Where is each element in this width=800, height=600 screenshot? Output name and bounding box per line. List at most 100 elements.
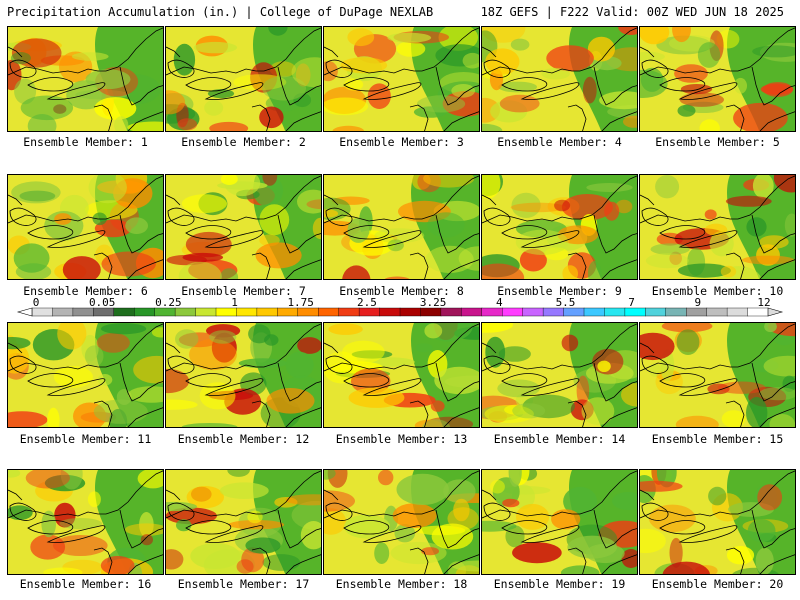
precip-blotch — [704, 209, 717, 220]
colorbar-tick-label: 4 — [495, 296, 503, 309]
coastline-border — [9, 59, 37, 78]
coastline-border — [93, 252, 113, 279]
precip-blotch — [587, 260, 602, 279]
colorbar-swatch — [399, 307, 421, 317]
precip-blotch — [726, 546, 755, 565]
coastline-border — [567, 547, 587, 574]
precip-blotch — [255, 242, 302, 269]
precip-blotch — [655, 175, 680, 199]
precip-blotch — [508, 470, 522, 487]
coastline-border — [8, 194, 23, 206]
coastline-border — [362, 230, 422, 248]
coastline-border — [501, 77, 548, 92]
ensemble-map-panel — [165, 26, 322, 132]
precip-blotch — [347, 28, 375, 47]
precip-blotch — [581, 397, 615, 426]
ensemble-map-panel — [323, 469, 480, 575]
colorbar-swatch — [256, 307, 278, 317]
precip-blotch — [11, 38, 62, 68]
colorbar-tick-label: 0 — [32, 296, 40, 309]
precip-blotch — [348, 387, 405, 408]
precip-blotch — [387, 32, 432, 43]
coastline-border — [567, 104, 587, 131]
precip-blotch — [396, 473, 449, 505]
precip-blotch — [672, 27, 691, 43]
precip-blotch — [709, 231, 734, 257]
colorbar-tick-label: 0.25 — [155, 296, 182, 309]
colorbar-tick-label: 3.25 — [419, 296, 447, 309]
colorbar-swatch — [481, 307, 503, 317]
coastline-border — [759, 111, 795, 131]
ensemble-member-label: Ensemble Member: 15 — [651, 432, 784, 446]
ensemble-map-panel — [7, 322, 164, 428]
precip-blotch — [220, 175, 238, 185]
precip-blotch — [764, 323, 777, 333]
precip-blotch — [721, 410, 746, 427]
precip-colorbar — [16, 307, 784, 317]
precip-blotch — [677, 263, 731, 278]
precip-blotch — [650, 243, 690, 255]
coastline-border — [759, 554, 795, 574]
coastline-border — [166, 323, 321, 372]
precip-blotch — [649, 504, 696, 533]
colorbar-tick-label: 2.5 — [356, 296, 377, 309]
precip-blotch — [166, 90, 186, 115]
coastline-border — [641, 355, 669, 374]
ensemble-map-panel — [323, 26, 480, 132]
coastline-border — [751, 66, 795, 106]
coastline-border — [751, 509, 795, 549]
ensemble-member-label: Ensemble Member: 5 — [655, 135, 780, 149]
ensemble-member-label: Ensemble Member: 14 — [493, 432, 626, 446]
precip-blotch — [451, 84, 476, 98]
precip-blotch — [73, 402, 107, 427]
precip-blotch — [563, 486, 598, 516]
precip-blotch — [621, 383, 637, 407]
precip-blotch — [680, 84, 713, 95]
coastline-border — [435, 214, 479, 254]
coastline-border — [166, 46, 181, 58]
precip-blotch — [676, 329, 700, 355]
precip-blotch — [43, 567, 83, 574]
ensemble-member-label: Ensemble Member: 17 — [177, 577, 310, 591]
coastline-border — [324, 175, 479, 224]
precip-blotch — [752, 175, 774, 199]
colorbar-swatch — [522, 307, 544, 317]
coastline-border — [9, 502, 37, 521]
coastline-border — [8, 489, 23, 501]
precip-blotch — [114, 116, 129, 131]
precip-blotch — [755, 547, 774, 574]
precip-blotch — [219, 268, 239, 279]
coastline-border — [640, 27, 795, 76]
colorbar-swatch — [31, 307, 53, 317]
precip-blotch — [510, 202, 566, 213]
ensemble-map-panel — [165, 174, 322, 280]
ensemble-member-label: Ensemble Member: 8 — [339, 284, 464, 298]
precip-map — [166, 175, 321, 279]
precip-blotch — [332, 196, 370, 205]
coastline-border — [166, 342, 181, 354]
precip-blotch — [262, 554, 301, 571]
coastline-border — [640, 470, 795, 519]
coastline-border — [127, 554, 163, 574]
precip-blotch — [62, 256, 101, 279]
colorbar-swatch — [747, 307, 769, 317]
ensemble-map-panel — [481, 469, 638, 575]
precip-blotch — [166, 399, 198, 410]
colorbar-swatch — [154, 307, 176, 317]
precip-blotch — [11, 181, 61, 204]
coastline-border — [659, 373, 706, 388]
coastline-border — [127, 407, 163, 427]
precip-blotch — [618, 27, 637, 35]
precip-blotch — [219, 482, 269, 499]
ensemble-map-panel — [481, 174, 638, 280]
ensemble-member-label: Ensemble Member: 9 — [497, 284, 622, 298]
colorbar-tick-label: 0.05 — [88, 296, 116, 309]
precip-blotch — [640, 480, 683, 492]
colorbar-swatch — [440, 307, 462, 317]
coastline-border — [483, 502, 511, 521]
coastline-border — [285, 111, 321, 131]
precip-blotch — [749, 358, 779, 373]
precip-map — [324, 323, 479, 427]
precip-blotch — [746, 397, 768, 427]
precip-blotch — [199, 382, 236, 410]
